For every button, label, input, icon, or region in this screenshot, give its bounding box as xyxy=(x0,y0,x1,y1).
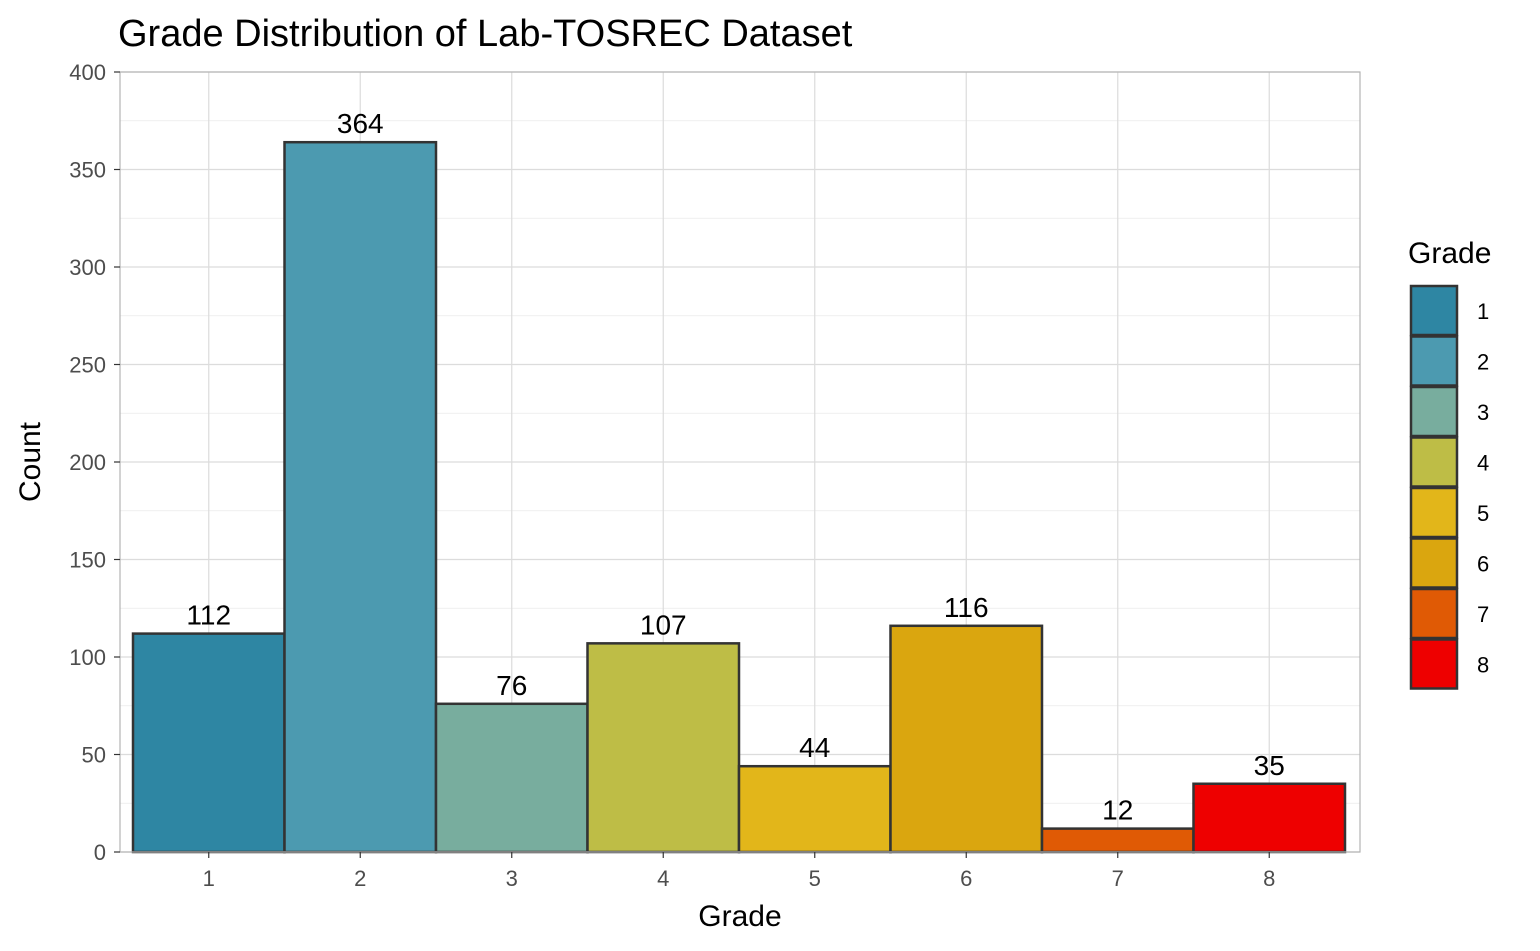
y-tick-label: 350 xyxy=(69,158,106,183)
legend-label: 3 xyxy=(1477,400,1489,425)
legend-label: 6 xyxy=(1477,552,1489,577)
legend-label: 4 xyxy=(1477,451,1489,476)
legend-title: Grade xyxy=(1408,237,1491,270)
data-label: 364 xyxy=(337,108,384,139)
y-axis-title: Count xyxy=(14,421,47,502)
y-tick-label: 250 xyxy=(69,353,106,378)
data-label: 12 xyxy=(1102,795,1133,826)
legend-swatch xyxy=(1409,537,1459,589)
legend-swatch xyxy=(1409,335,1459,387)
x-tick-label: 3 xyxy=(506,866,518,891)
x-tick-label: 7 xyxy=(1112,866,1124,891)
legend-label: 1 xyxy=(1477,299,1489,324)
legend-swatch xyxy=(1409,587,1459,640)
bar-grade-3 xyxy=(434,702,589,854)
x-tick-label: 5 xyxy=(809,866,821,891)
y-tick-label: 100 xyxy=(69,645,106,670)
data-label: 35 xyxy=(1254,750,1285,781)
bar-grade-7 xyxy=(1040,827,1195,854)
x-axis-title: Grade xyxy=(698,900,781,933)
data-label: 116 xyxy=(944,592,989,623)
y-tick-label: 0 xyxy=(94,840,106,865)
chart-title: Grade Distribution of Lab-TOSREC Dataset xyxy=(118,13,853,55)
data-label: 44 xyxy=(799,732,830,763)
data-labels: 112 364 76 107 44 116 12 35 xyxy=(186,108,1284,825)
legend-label: 7 xyxy=(1477,602,1489,627)
legend-swatch xyxy=(1409,436,1459,488)
legend-swatch xyxy=(1409,486,1459,539)
bar-grade-2 xyxy=(283,140,438,854)
legend-label: 2 xyxy=(1477,350,1489,375)
bar-grade-4 xyxy=(586,642,741,854)
x-tick-label: 6 xyxy=(960,866,972,891)
y-tick-label: 200 xyxy=(69,450,106,475)
legend-label: 5 xyxy=(1477,501,1489,526)
legend-swatch xyxy=(1409,284,1459,337)
data-label: 107 xyxy=(640,609,687,640)
y-tick-label: 50 xyxy=(82,743,106,768)
legend: Grade 1 2 3 4 5 6 7 8 xyxy=(1408,237,1491,690)
bar-grade-6 xyxy=(889,624,1044,854)
bar-grade-5 xyxy=(737,764,892,854)
bar-grade-8 xyxy=(1192,782,1347,854)
x-tick-label: 2 xyxy=(354,866,366,891)
y-tick-label: 400 xyxy=(69,60,106,85)
legend-swatch xyxy=(1409,638,1459,690)
bars xyxy=(131,140,1347,854)
x-tick-label: 1 xyxy=(203,866,215,891)
data-label: 76 xyxy=(496,670,527,701)
legend-label: 8 xyxy=(1477,653,1489,678)
data-label: 112 xyxy=(186,600,231,631)
legend-swatch xyxy=(1409,385,1459,438)
bar-grade-1 xyxy=(131,632,286,854)
x-tick-label: 8 xyxy=(1263,866,1275,891)
x-tick-label: 4 xyxy=(657,866,669,891)
y-tick-label: 300 xyxy=(69,255,106,280)
y-tick-label: 150 xyxy=(69,548,106,573)
